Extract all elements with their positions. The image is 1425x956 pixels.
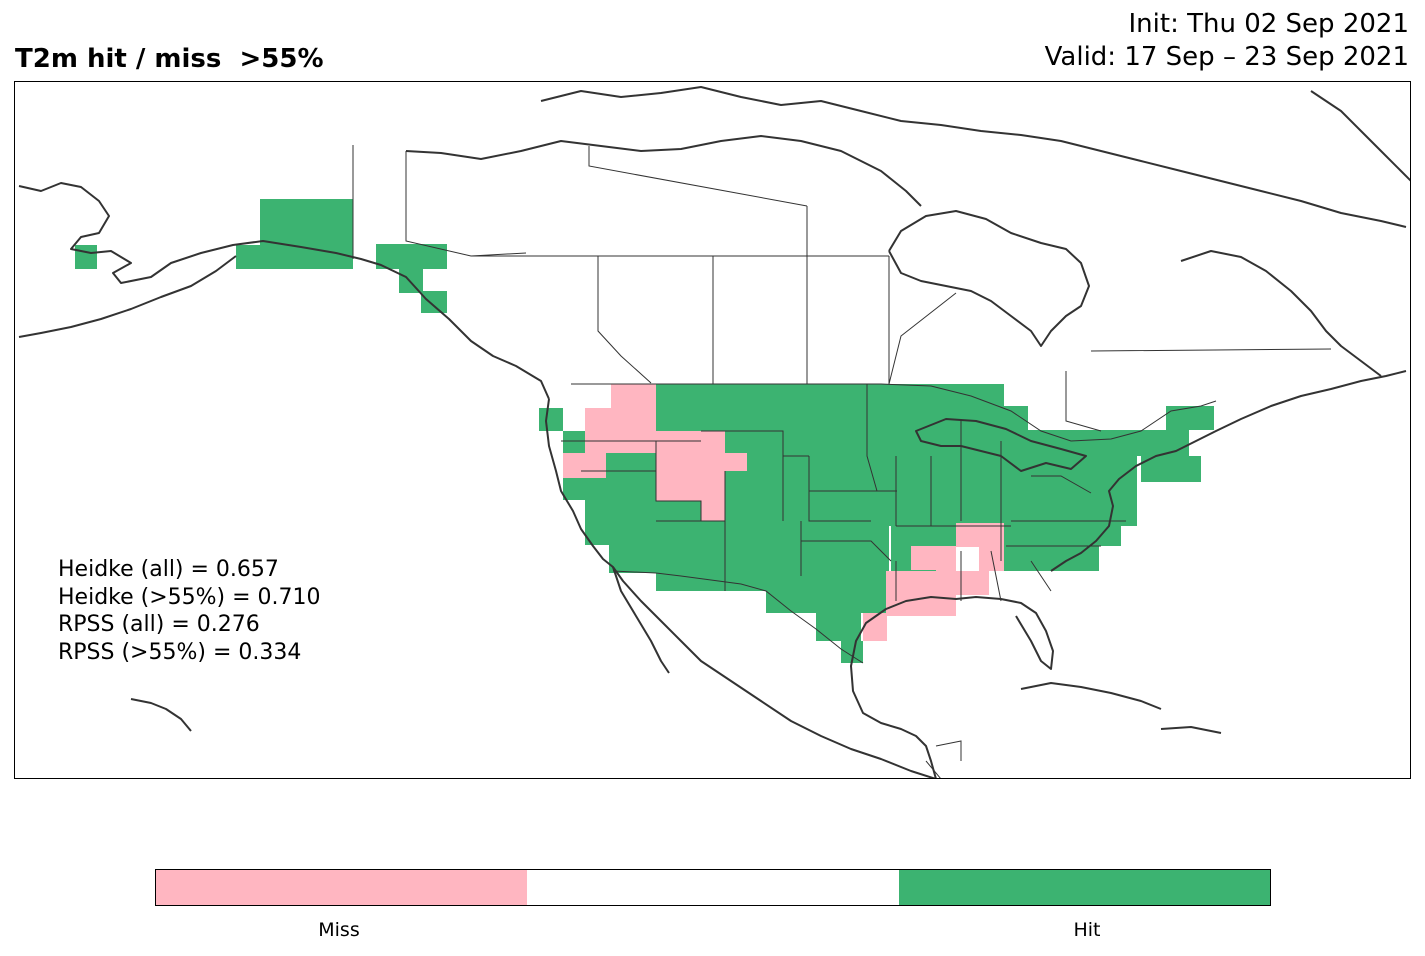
great-lakes (915, 418, 1087, 472)
miss-cell (701, 431, 725, 478)
miss-cell (956, 571, 980, 595)
hit-cell (606, 453, 656, 478)
hit-cell (585, 500, 656, 545)
miss-cell (611, 384, 656, 409)
map-title: T2m hit / miss >55% (15, 44, 324, 74)
hudson-bay (888, 210, 1090, 347)
miss-cell (585, 408, 656, 431)
colorbar-miss-segment (156, 870, 528, 905)
hit-cell (609, 545, 656, 573)
hit-cell (656, 384, 783, 431)
map-panel (14, 81, 1411, 779)
province-borders (405, 146, 1332, 432)
hispaniola (1160, 726, 1222, 734)
hit-cell (797, 521, 889, 581)
hit-cell (1001, 521, 1121, 546)
hawaii (130, 698, 192, 732)
hit-cell (841, 641, 863, 663)
labrador-coast (1180, 250, 1382, 377)
miss-cell (656, 456, 701, 501)
hit-cell (563, 431, 585, 453)
hit-cell (897, 491, 1112, 526)
hit-cell (656, 501, 701, 523)
greenland-coast (1310, 90, 1410, 182)
alaska-peninsula (18, 255, 237, 338)
colorbar-neutral-segment (527, 870, 899, 905)
gulf-coast (850, 596, 1054, 778)
hit-cell (539, 408, 563, 431)
hit-cell (656, 521, 725, 591)
hit-cell (863, 581, 887, 613)
miss-cell (979, 571, 989, 595)
miss-cell (656, 431, 701, 456)
miss-cell (585, 431, 656, 456)
hit-cell (236, 245, 260, 269)
colorbar-hit-label: Hit (1073, 919, 1101, 941)
hit-cell (783, 384, 867, 456)
state-borders (561, 384, 1126, 602)
colorbar (155, 869, 1271, 906)
pacific-coast (545, 398, 937, 778)
hit-cell (75, 245, 97, 269)
valid-period: Valid: 17 Sep – 23 Sep 2021 (1044, 42, 1409, 72)
hit-cell (563, 478, 656, 500)
init-date: Init: Thu 02 Sep 2021 (1128, 9, 1409, 39)
mexico-us-border (612, 570, 864, 664)
arctic-islands (540, 86, 1407, 228)
hit-cell (783, 456, 867, 491)
colorbar-miss-label: Miss (318, 919, 360, 941)
skill-scores: Heidke (all) = 0.657 Heidke (>55%) = 0.7… (58, 556, 321, 666)
alaska-coastline (18, 182, 550, 400)
arctic-coast (405, 135, 922, 207)
central-america-borders (925, 740, 962, 778)
miss-cell (701, 478, 725, 523)
cuba (1020, 682, 1162, 710)
heidke-above-55: Heidke (>55%) = 0.710 (58, 584, 321, 610)
hit-cell (421, 291, 447, 313)
miss-cell (936, 546, 956, 593)
hit-cell (399, 269, 423, 293)
hit-cell (1166, 406, 1214, 430)
baja-california (612, 566, 670, 674)
rpss-above-55: RPSS (>55%) = 0.334 (58, 639, 302, 665)
miss-cell (563, 453, 606, 478)
heidke-all: Heidke (all) = 0.657 (58, 557, 279, 582)
grid-cells (75, 199, 1214, 663)
miss-cell (956, 523, 1004, 547)
rpss-all: RPSS (all) = 0.276 (58, 612, 260, 637)
colorbar-hit-segment (898, 870, 1270, 905)
canada-us-border (571, 383, 1217, 442)
hit-cell (1141, 456, 1201, 482)
miss-cell (979, 546, 1004, 571)
political-borders (352, 145, 1332, 778)
hit-cell (260, 199, 353, 269)
atlantic-coast (1050, 370, 1407, 572)
hit-cell (816, 613, 861, 641)
map-canvas (18, 86, 1410, 778)
hit-cell (867, 406, 1028, 430)
coastlines (18, 86, 1410, 778)
